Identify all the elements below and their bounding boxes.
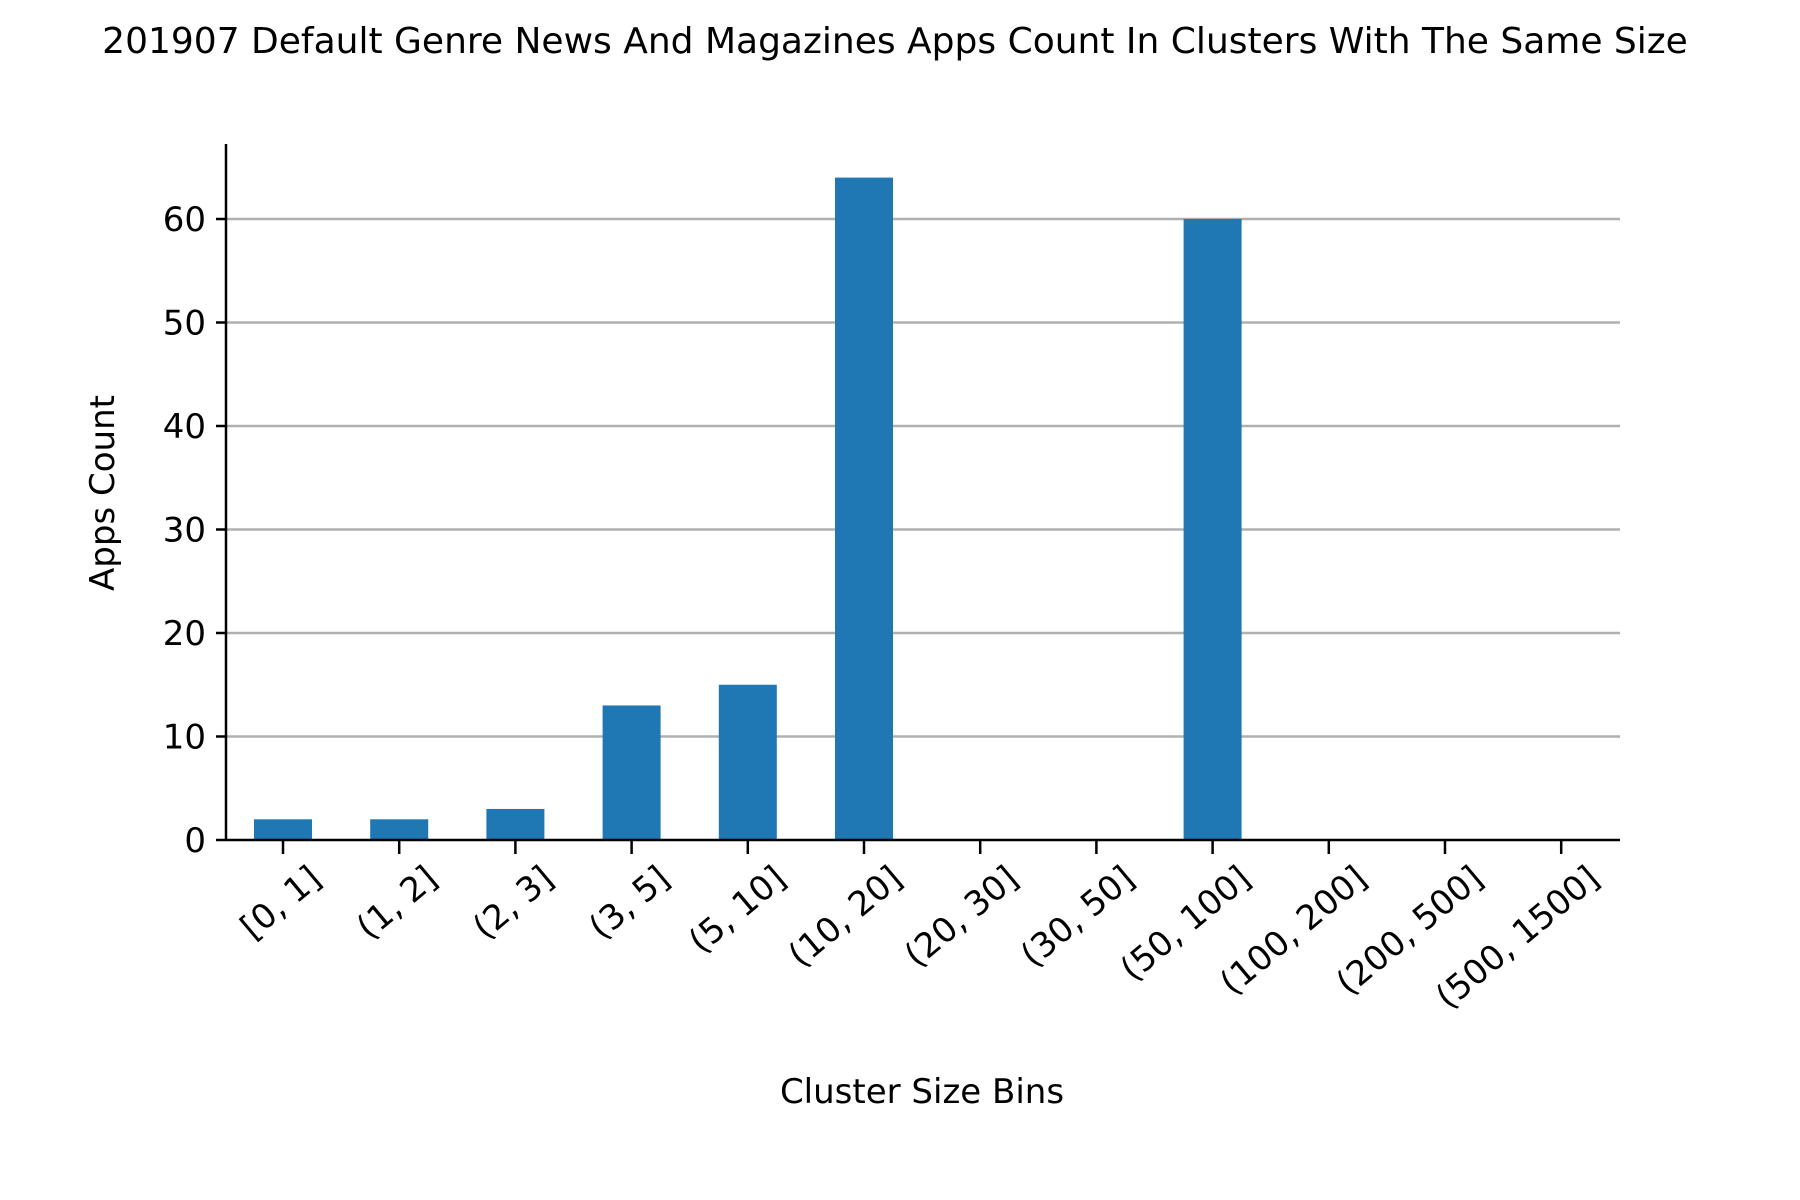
y-ticks: 0 10 20 30 40 50 60 <box>163 200 226 861</box>
y-tick-label: 20 <box>163 614 206 654</box>
bar <box>370 819 429 840</box>
bar <box>486 808 545 840</box>
x-ticks: [0, 1] (1, 2] (2, 3] (3, 5] (5, 10](10, 20](… <box>233 840 1607 1017</box>
x-tick-label: (5, 10] <box>681 858 793 961</box>
x-tick-label: (3, 5] <box>582 858 678 947</box>
y-tick-label: 50 <box>163 304 206 344</box>
y-tick-label: 0 <box>184 821 206 861</box>
x-tick-label: (10, 20] <box>781 858 910 975</box>
grid-lines <box>226 217 1620 738</box>
bar <box>1183 219 1242 840</box>
chart-title: 201907 Default Genre News And Magazines … <box>102 21 1688 62</box>
bar <box>835 177 893 841</box>
x-tick-label: (1, 2] <box>349 858 445 947</box>
axes <box>224 144 1620 842</box>
y-tick-label: 30 <box>163 511 206 551</box>
x-tick-label: [0, 1] <box>233 858 329 947</box>
bar <box>602 705 661 840</box>
x-tick-label: (20, 30] <box>897 858 1026 975</box>
bars <box>254 177 1242 841</box>
x-tick-label: (2, 3] <box>465 858 561 947</box>
bar <box>254 819 312 840</box>
y-axis-label: Apps Count <box>83 395 123 591</box>
y-tick-label: 60 <box>163 200 206 240</box>
x-axis-label: Cluster Size Bins <box>780 1072 1064 1112</box>
y-tick-label: 40 <box>163 407 206 447</box>
y-tick-label: 10 <box>163 718 206 758</box>
bar <box>718 684 777 840</box>
